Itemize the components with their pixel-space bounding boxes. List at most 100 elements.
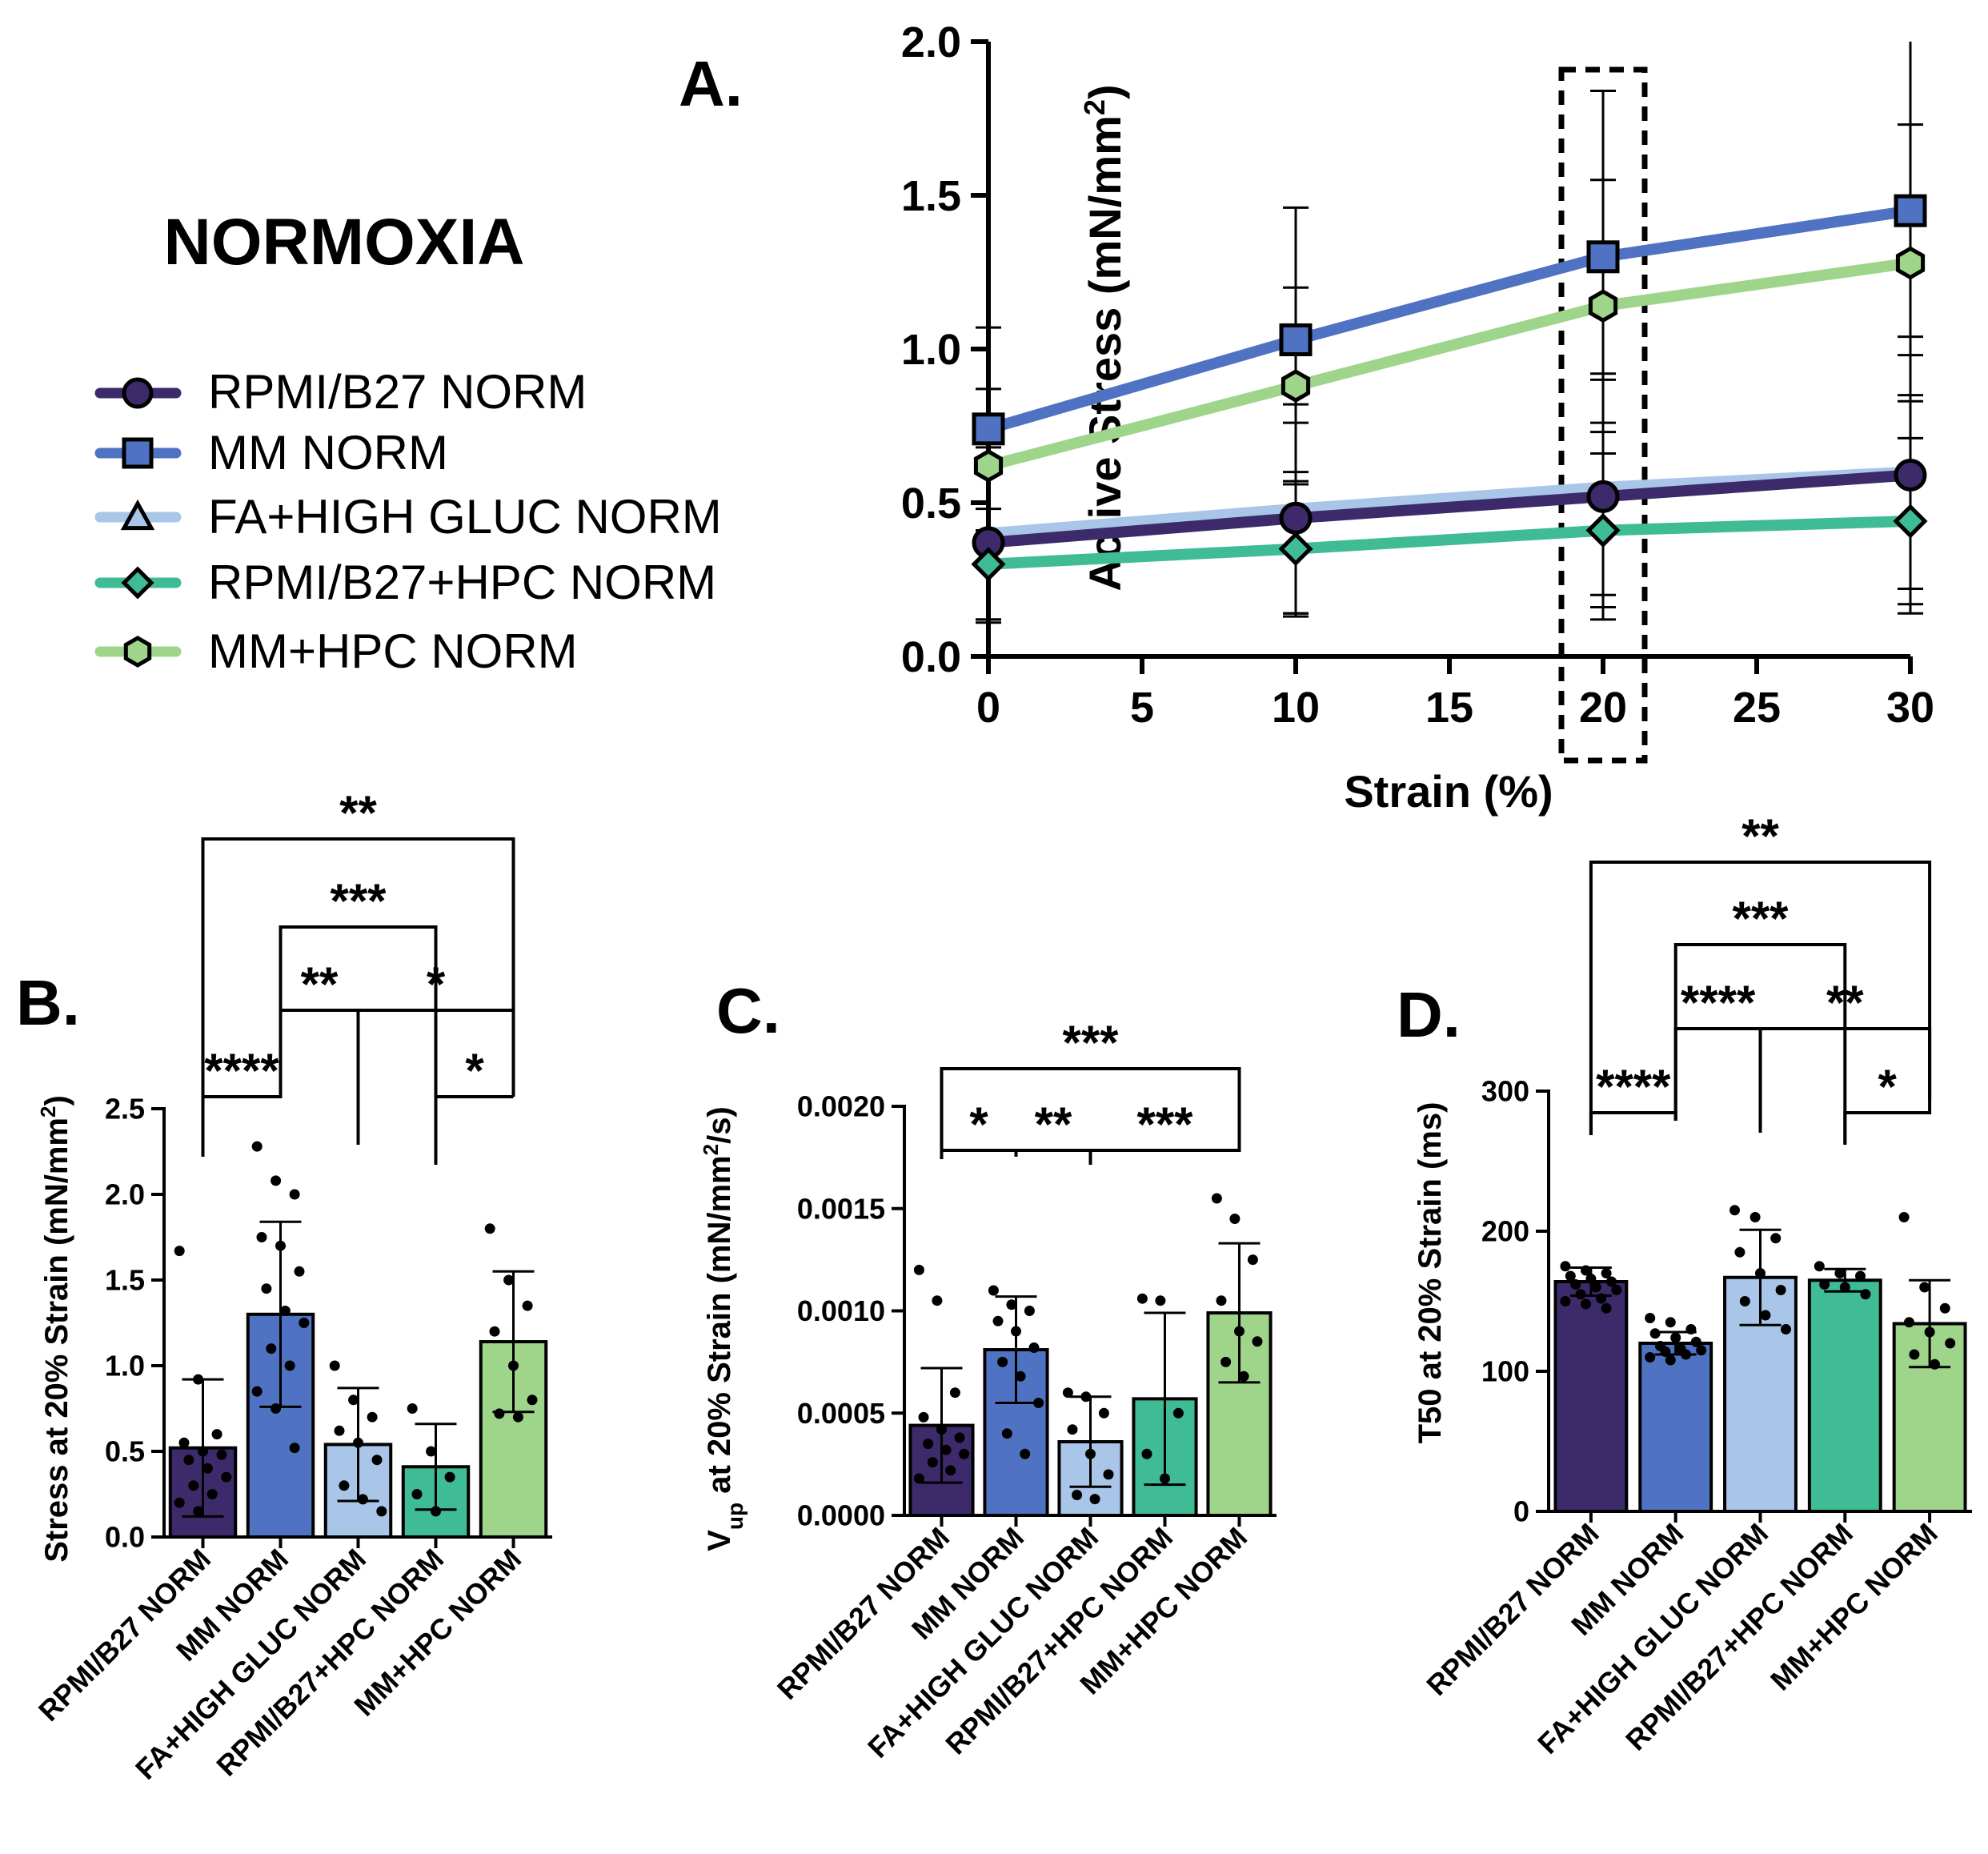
data-point <box>932 1295 943 1306</box>
panel-a-ylabel-main: Active Stress (mN/mm <box>1080 115 1130 591</box>
points-mm-norm <box>251 1141 310 1454</box>
data-point <box>1606 1276 1617 1287</box>
data-point <box>1560 1296 1571 1306</box>
panel-a-point-mm-norm <box>1586 240 1620 274</box>
bracket-line <box>434 1095 514 1165</box>
bracket-line <box>1843 1101 1932 1145</box>
data-point <box>1575 1289 1586 1300</box>
data-point <box>188 1480 199 1491</box>
panel-a-ylabel-suffix: ) <box>1080 84 1130 99</box>
data-point <box>1155 1295 1166 1306</box>
data-point <box>1645 1313 1656 1323</box>
bracket-line <box>1673 1027 1762 1133</box>
data-point <box>251 1386 263 1397</box>
data-point <box>1939 1302 1950 1314</box>
data-point <box>1103 1469 1114 1480</box>
panel-a-letter: A. <box>679 48 743 119</box>
ytick-label: 300 <box>1481 1075 1529 1108</box>
data-point <box>1611 1285 1622 1295</box>
legend: RPMI/B27 NORM MM NORM FA+HIGH GLUC NORM … <box>94 365 722 678</box>
panel-a-ylabel: Active Stress (mN/mm2) <box>1078 84 1131 591</box>
data-point <box>992 1315 1004 1326</box>
panel-a-point-mm-norm <box>1894 194 1927 227</box>
points-mm-hpc-norm <box>1211 1193 1263 1382</box>
legend-marker-diamond-shape <box>121 566 154 600</box>
ytick-label: 0.0015 <box>797 1192 885 1225</box>
significance-stars: * <box>427 957 446 1011</box>
bracket-line <box>940 1067 1241 1159</box>
significance-stars: ** <box>339 786 377 840</box>
panel-a-line-rpmi-b27-hpc-norm <box>988 516 1911 570</box>
bracket-line <box>1758 1027 1932 1133</box>
data-point <box>251 1141 263 1152</box>
panel-d-bar-chart: D. T50 at 20% Strain (ms) 0100200300RPMI… <box>1397 809 1972 1760</box>
data-point <box>512 1411 523 1423</box>
panel-a-xtick-label: 25 <box>1733 684 1781 732</box>
data-point <box>1819 1279 1830 1290</box>
bar-rpmi-b27-norm <box>1553 1280 1629 1513</box>
data-point <box>289 1443 300 1454</box>
panel-c-ylabel-v: V <box>702 1530 737 1551</box>
legend-marker-rpmi-b27 <box>122 377 154 409</box>
data-point <box>266 1343 277 1354</box>
bracket-line <box>279 1009 360 1145</box>
data-point <box>256 1232 267 1242</box>
panel-d-letter: D. <box>1397 979 1461 1050</box>
data-point <box>1645 1352 1656 1362</box>
data-point <box>1252 1336 1263 1347</box>
data-point <box>289 1189 300 1200</box>
data-point <box>945 1465 956 1476</box>
panel-a-point-rpmi-b27-norm <box>1586 480 1620 513</box>
data-point <box>202 1463 213 1474</box>
bracket-line <box>356 1009 515 1145</box>
significance-bracket: ** <box>1758 976 1932 1133</box>
data-point <box>1770 1233 1782 1244</box>
data-point <box>1590 1282 1601 1293</box>
data-point <box>918 1411 929 1423</box>
panel-a-ytick-label: 1.5 <box>901 172 961 220</box>
data-point <box>183 1455 194 1466</box>
data-point <box>1898 1212 1910 1222</box>
data-point <box>411 1489 423 1499</box>
panel-a-ylabel-sup: 2 <box>1078 99 1111 115</box>
data-point <box>1665 1317 1676 1328</box>
panel-a-line-rpmi-b27-norm <box>988 469 1911 548</box>
significance-stars: * <box>969 1098 988 1151</box>
ytick-label: 0.0005 <box>797 1397 885 1430</box>
data-point <box>1216 1295 1227 1306</box>
data-point <box>1919 1282 1930 1293</box>
significance-stars: *** <box>1062 1016 1119 1069</box>
panel-a-point-mm-hpc-norm <box>1588 289 1618 323</box>
data-point <box>294 1266 305 1277</box>
panel-a-point-mm-norm <box>1279 323 1313 356</box>
data-point <box>1750 1212 1761 1222</box>
data-point <box>1072 1490 1083 1500</box>
data-point <box>484 1223 495 1234</box>
significance-stars: ** <box>1826 976 1864 1029</box>
bar-mm-hpc-norm <box>1206 1311 1273 1518</box>
data-point <box>1814 1261 1825 1272</box>
data-point <box>913 1473 924 1484</box>
data-point <box>1696 1345 1707 1356</box>
data-point <box>489 1326 500 1337</box>
legend-item-fa-high-gluc: FA+HIGH GLUC NORM <box>94 490 722 544</box>
significance-bracket: *** <box>1088 1098 1241 1165</box>
bar-mm-norm <box>1638 1342 1713 1513</box>
panel-a-line-mm-hpc-norm <box>987 257 1911 472</box>
significance-stars: * <box>1878 1060 1898 1114</box>
panel-a-axes: 0.0 0.5 1.0 1.5 2.0 0 5 10 15 20 25 30 <box>901 18 1934 764</box>
bracket-line <box>201 837 515 1157</box>
legend-label-rpmi-b27: RPMI/B27 NORM <box>208 365 587 419</box>
panel-b-ylabel-main: Stress at 20% Strain (mN/mm <box>39 1118 74 1563</box>
data-point <box>193 1506 204 1517</box>
data-point <box>1690 1336 1701 1347</box>
significance-stars: **** <box>1681 976 1756 1029</box>
legend-label-mm-hpc: MM+HPC NORM <box>208 624 578 678</box>
data-point <box>1904 1317 1914 1328</box>
significance-stars: ** <box>1742 809 1779 863</box>
data-point <box>271 1175 282 1186</box>
significance-bracket: * <box>356 957 515 1145</box>
data-point <box>376 1506 387 1517</box>
